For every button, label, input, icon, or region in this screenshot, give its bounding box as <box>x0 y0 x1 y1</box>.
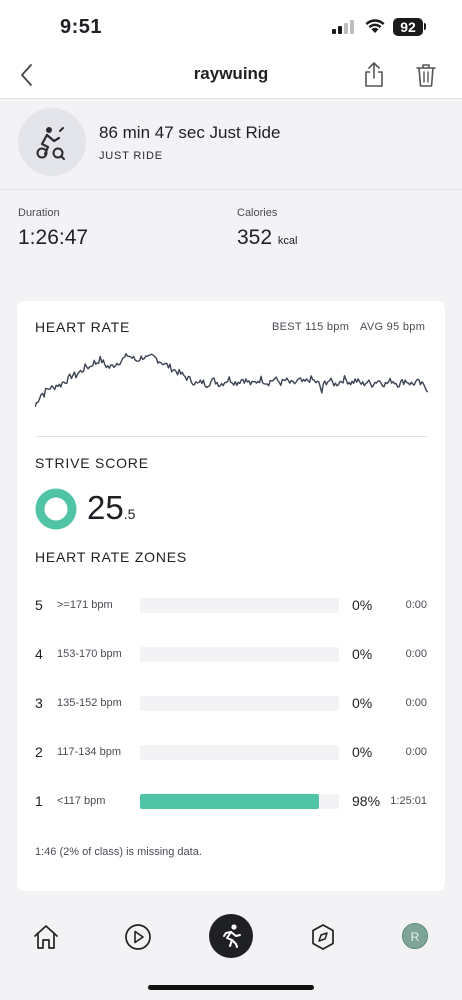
duration-value: 1:26:47 <box>18 226 89 249</box>
class-title: 86 min 47 sec Just Ride <box>99 123 281 142</box>
cellular-signal-icon <box>332 20 354 34</box>
zone-range: >=171 bpm <box>57 599 113 611</box>
share-icon[interactable] <box>362 60 386 90</box>
zone-time: 0:00 <box>405 746 427 758</box>
class-header <box>0 98 462 190</box>
calories-number: 352 <box>237 226 273 249</box>
zone-range: 153-170 bpm <box>57 648 122 660</box>
strive-score-decimal: .5 <box>123 506 136 522</box>
calories-label: Calories <box>237 207 278 219</box>
play-circle-icon[interactable] <box>123 922 153 952</box>
status-bar <box>0 0 462 56</box>
zone-number: 5 <box>35 597 43 613</box>
zone-range: <117 bpm <box>57 795 106 807</box>
heart-rate-title: HEART RATE <box>35 319 131 335</box>
zone-number: 3 <box>35 695 43 711</box>
zone-time: 0:00 <box>405 599 427 611</box>
heart-rate-best: BEST 115 bpm <box>272 321 350 333</box>
zone-bar-track <box>140 745 339 760</box>
home-icon[interactable] <box>31 922 61 952</box>
zone-bar-track <box>140 647 339 662</box>
workout-summary-card <box>17 301 445 891</box>
zone-percent: 0% <box>352 695 373 711</box>
zone-bar-fill <box>140 794 319 809</box>
zone-number: 4 <box>35 646 43 662</box>
status-time: 9:51 <box>60 16 103 38</box>
zone-range: 117-134 bpm <box>57 746 122 758</box>
zone-time: 1:25:01 <box>390 795 427 807</box>
trash-icon[interactable] <box>414 60 438 90</box>
zone-percent: 98% <box>352 793 381 809</box>
zone-bar-track <box>140 696 339 711</box>
zone-percent: 0% <box>352 597 373 613</box>
zone-percent: 0% <box>352 646 373 662</box>
strive-score-ring <box>35 488 77 530</box>
strive-score-title: STRIVE SCORE <box>35 455 149 471</box>
page-title: raywuing <box>193 64 269 83</box>
duration-label: Duration <box>18 207 60 219</box>
zone-percent: 0% <box>352 744 373 760</box>
back-chevron-icon[interactable] <box>16 60 38 90</box>
zone-time: 0:00 <box>405 697 427 709</box>
zone-time: 0:00 <box>405 648 427 660</box>
nav-bar <box>0 56 462 98</box>
calories-value: 352 kcal <box>237 226 297 250</box>
zone-number: 2 <box>35 744 43 760</box>
zone-number: 1 <box>35 793 43 809</box>
strive-score-value: 25.5 <box>87 489 135 527</box>
wifi-icon <box>365 19 385 33</box>
heart-rate-line <box>35 352 428 408</box>
runner-icon <box>223 924 241 948</box>
heart-rate-chart <box>35 352 428 408</box>
section-divider <box>35 436 428 437</box>
zone-bar-track <box>140 598 339 613</box>
battery-tip <box>424 23 426 30</box>
class-thumbnail <box>18 108 86 176</box>
home-indicator <box>148 985 314 990</box>
class-type: JUST RIDE <box>99 150 163 162</box>
activity-tab-button[interactable] <box>209 914 253 958</box>
hr-zones-title: HEART RATE ZONES <box>35 549 188 565</box>
missing-data-note: 1:46 (2% of class) is missing data. <box>35 846 202 858</box>
calories-unit: kcal <box>277 235 298 247</box>
profile-avatar[interactable]: R <box>402 923 428 949</box>
challenges-badge-icon[interactable] <box>308 922 338 952</box>
strive-score-int: 25 <box>87 489 124 526</box>
battery-indicator: 92 <box>393 18 423 36</box>
heart-rate-avg: AVG 95 bpm <box>360 321 426 333</box>
zone-range: 135-152 bpm <box>57 697 122 709</box>
cyclist-icon <box>36 127 65 160</box>
